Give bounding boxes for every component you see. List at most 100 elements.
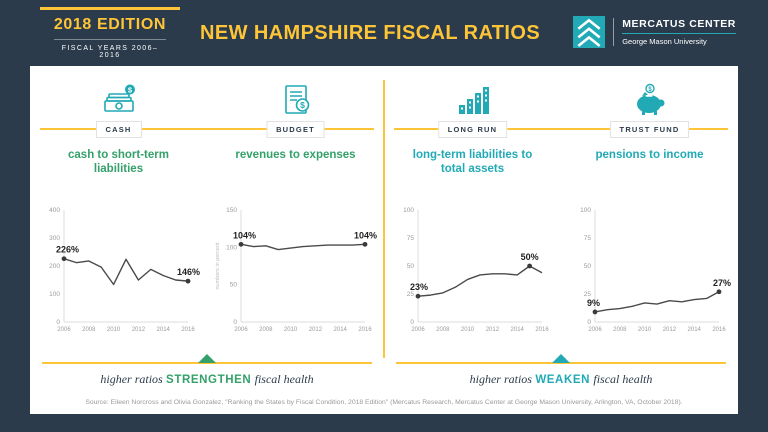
budget-line-chart: 0 50 100 150 2006 2008 2010 2012 2014 2016 numbers… xyxy=(215,207,377,333)
svg-text:2006: 2006 xyxy=(411,327,425,333)
panel-title-long-run: long-term liabilities to total assets xyxy=(412,149,533,176)
svg-text:23%: 23% xyxy=(410,282,428,292)
svg-text:100: 100 xyxy=(49,291,60,298)
svg-text:150: 150 xyxy=(226,207,237,214)
weaken-arrow-icon xyxy=(552,354,570,363)
fiscal-years-label: FISCAL YEARS 2006–2016 xyxy=(54,39,166,59)
vertical-divider xyxy=(383,80,385,358)
svg-text:2010: 2010 xyxy=(460,327,474,333)
svg-text:146%: 146% xyxy=(176,267,199,277)
svg-text:27%: 27% xyxy=(712,278,730,288)
panel-title-trust-fund: pensions to income xyxy=(595,149,704,161)
svg-text:2016: 2016 xyxy=(535,327,549,333)
svg-text:2006: 2006 xyxy=(57,327,71,333)
budget-document-icon: $ xyxy=(284,85,309,114)
piggy-bank-icon: $ xyxy=(636,83,664,115)
svg-text:104%: 104% xyxy=(353,230,376,240)
cash-stack-icon: $ xyxy=(103,84,135,112)
panel-title-cash: cash to short-term liabilities xyxy=(68,149,169,176)
svg-text:75: 75 xyxy=(406,235,414,242)
tagline-post: fiscal health xyxy=(254,372,314,386)
svg-text:100: 100 xyxy=(580,207,591,214)
mercatus-logo: MERCATUS CENTER George Mason University xyxy=(573,16,736,48)
svg-text:2006: 2006 xyxy=(234,327,248,333)
svg-text:2010: 2010 xyxy=(283,327,297,333)
svg-text:2014: 2014 xyxy=(156,327,170,333)
page-title: NEW HAMPSHIRE FISCAL RATIOS xyxy=(200,22,541,44)
edition-label: 2018 EDITION xyxy=(53,16,167,33)
svg-text:numbers in percent: numbers in percent xyxy=(215,242,221,290)
cash-line-chart: 0 100 200 300 400 2006 2008 2010 2012 2014 2016 226… xyxy=(49,207,200,333)
svg-text:100: 100 xyxy=(226,244,237,251)
edition-badge: 2018 EDITION FISCAL YEARS 2006–2016 xyxy=(40,7,180,69)
tagline-word: WEAKEN xyxy=(535,374,591,386)
svg-text:$: $ xyxy=(648,87,652,93)
svg-text:2008: 2008 xyxy=(82,327,96,333)
svg-text:$: $ xyxy=(300,100,305,110)
svg-text:100: 100 xyxy=(403,207,414,214)
panel-title-budget: revenues to expenses xyxy=(235,149,356,161)
category-label-budget: BUDGET xyxy=(266,121,325,138)
svg-text:0: 0 xyxy=(233,319,237,326)
svg-text:0: 0 xyxy=(587,319,591,326)
svg-text:0: 0 xyxy=(56,319,60,326)
category-label-trust-fund: TRUST FUND xyxy=(609,121,690,138)
svg-text:$: $ xyxy=(127,85,132,94)
svg-text:25: 25 xyxy=(583,291,591,298)
svg-text:25: 25 xyxy=(406,291,414,298)
svg-text:200: 200 xyxy=(49,263,60,270)
svg-text:2016: 2016 xyxy=(181,327,195,333)
category-label-long-run: LONG RUN xyxy=(437,121,508,138)
category-label-cash: CASH xyxy=(95,121,142,138)
svg-text:0: 0 xyxy=(410,319,414,326)
svg-text:400: 400 xyxy=(49,207,60,214)
weaken-tagline: higher ratios WEAKEN fiscal health xyxy=(384,372,738,387)
category-rule xyxy=(40,128,374,130)
svg-text:2010: 2010 xyxy=(106,327,120,333)
direction-rule-right xyxy=(384,354,738,367)
mercatus-logo-icon xyxy=(573,16,606,48)
svg-text:226%: 226% xyxy=(56,245,79,255)
buildings-bars-icon xyxy=(458,87,489,114)
weaken-group: $ LONG RUN TRUST FUND long-term liabilit… xyxy=(384,66,738,414)
category-rule xyxy=(394,128,728,130)
tagline-pre: higher ratios xyxy=(100,372,163,386)
svg-text:2012: 2012 xyxy=(485,327,499,333)
svg-text:9%: 9% xyxy=(587,298,600,308)
svg-text:2012: 2012 xyxy=(308,327,322,333)
logo-text: MERCATUS CENTER George Mason University xyxy=(613,18,736,46)
direction-rule-left xyxy=(30,354,384,367)
svg-text:2008: 2008 xyxy=(436,327,450,333)
logo-title: MERCATUS CENTER xyxy=(622,18,736,30)
svg-text:2014: 2014 xyxy=(333,327,347,333)
source-citation: Source: Eileen Norcross and Olivia Gonza… xyxy=(85,399,683,406)
logo-subtitle: George Mason University xyxy=(622,33,736,46)
tagline-word: STRENGTHEN xyxy=(166,374,252,386)
svg-text:2016: 2016 xyxy=(358,327,372,333)
svg-text:2014: 2014 xyxy=(510,327,524,333)
svg-text:2012: 2012 xyxy=(662,327,676,333)
header: 2018 EDITION FISCAL YEARS 2006–2016 NEW … xyxy=(0,0,768,69)
tagline-post: fiscal health xyxy=(593,372,653,386)
svg-text:50%: 50% xyxy=(520,252,538,262)
trust-fund-line-chart: 0 25 50 75 100 2006 2008 2010 2012 2014 2016 9% 27% xyxy=(580,207,731,333)
svg-text:50: 50 xyxy=(406,263,414,270)
strengthen-arrow-icon xyxy=(198,354,216,363)
svg-text:2016: 2016 xyxy=(712,327,726,333)
content-card: $ $ CASH BUDGET cash to short-term liabi… xyxy=(30,66,738,414)
long-run-line-chart: 0 25 50 75 100 2006 2008 2010 2012 2014 2016 23% 50% xyxy=(403,207,549,333)
svg-text:50: 50 xyxy=(583,263,591,270)
svg-text:2010: 2010 xyxy=(637,327,651,333)
svg-text:2006: 2006 xyxy=(588,327,602,333)
strengthen-group: $ $ CASH BUDGET cash to short-term liabi… xyxy=(30,66,384,414)
svg-text:2014: 2014 xyxy=(687,327,701,333)
svg-text:2008: 2008 xyxy=(259,327,273,333)
svg-text:2008: 2008 xyxy=(613,327,627,333)
svg-text:104%: 104% xyxy=(233,230,256,240)
svg-text:2012: 2012 xyxy=(131,327,145,333)
svg-text:300: 300 xyxy=(49,235,60,242)
tagline-pre: higher ratios xyxy=(469,372,532,386)
svg-text:75: 75 xyxy=(583,235,591,242)
svg-text:50: 50 xyxy=(229,282,237,289)
strengthen-tagline: higher ratios STRENGTHEN fiscal health xyxy=(30,372,384,387)
